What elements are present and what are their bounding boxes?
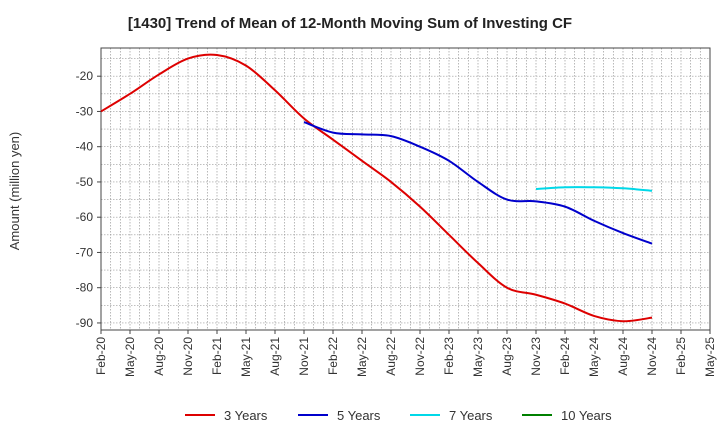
x-tick-label: Nov-24 bbox=[645, 337, 659, 376]
legend-label-3-years: 3 Years bbox=[224, 408, 268, 423]
y-axis-label: Amount (million yen) bbox=[7, 132, 22, 251]
series-line-5-years bbox=[303, 121, 653, 245]
plot-area bbox=[100, 47, 711, 331]
series-line-7-years bbox=[535, 186, 653, 192]
legend: 3 Years 5 Years 7 Years 10 Years bbox=[185, 408, 612, 423]
x-tick-label: Aug-24 bbox=[616, 337, 630, 376]
y-tick-label: -70 bbox=[76, 245, 94, 259]
x-tick-label: May-23 bbox=[471, 337, 485, 377]
x-tick-label: Aug-23 bbox=[500, 337, 514, 376]
y-tick-label: -40 bbox=[76, 140, 94, 154]
legend-label-7-years: 7 Years bbox=[449, 408, 493, 423]
x-tick-label: Aug-21 bbox=[268, 337, 282, 376]
x-tick-label: May-21 bbox=[239, 337, 253, 377]
x-tick-label: Feb-22 bbox=[326, 337, 340, 375]
chart-title: [1430] Trend of Mean of 12-Month Moving … bbox=[128, 15, 572, 32]
x-tick-label: Nov-20 bbox=[181, 337, 195, 376]
x-tick-label: Aug-20 bbox=[152, 337, 166, 376]
y-tick-label: -50 bbox=[76, 175, 94, 189]
x-tick-label: May-25 bbox=[703, 337, 717, 377]
y-tick-label: -20 bbox=[76, 69, 94, 83]
series-line-3-years bbox=[100, 53, 653, 323]
x-tick-label: May-22 bbox=[355, 337, 369, 377]
x-tick-label: May-24 bbox=[587, 337, 601, 377]
series-lines bbox=[100, 53, 653, 323]
x-tick-label: Nov-23 bbox=[529, 337, 543, 376]
x-tick-label: Feb-23 bbox=[442, 337, 456, 375]
x-tick-label: May-20 bbox=[123, 337, 137, 377]
y-tick-label: -90 bbox=[76, 316, 94, 330]
legend-label-10-years: 10 Years bbox=[561, 408, 612, 423]
x-tick-label: Feb-20 bbox=[94, 337, 108, 375]
x-axis-ticks: Feb-20 May-20 Aug-20 Nov-20 Feb-21 May-21 Aug-… bbox=[94, 330, 717, 377]
y-tick-label: -80 bbox=[76, 281, 94, 295]
x-tick-label: Feb-24 bbox=[558, 337, 572, 375]
x-tick-label: Nov-22 bbox=[413, 337, 427, 376]
legend-label-5-years: 5 Years bbox=[337, 408, 381, 423]
x-tick-label: Feb-25 bbox=[674, 337, 688, 375]
x-tick-label: Feb-21 bbox=[210, 337, 224, 375]
grid bbox=[101, 48, 710, 330]
y-tick-label: -60 bbox=[76, 210, 94, 224]
y-axis-ticks: -20 -30 -40 -50 -60 -70 -80 -90 bbox=[76, 69, 101, 330]
x-tick-label: Nov-21 bbox=[297, 337, 311, 376]
x-tick-label: Aug-22 bbox=[384, 337, 398, 376]
y-tick-label: -30 bbox=[76, 104, 94, 118]
